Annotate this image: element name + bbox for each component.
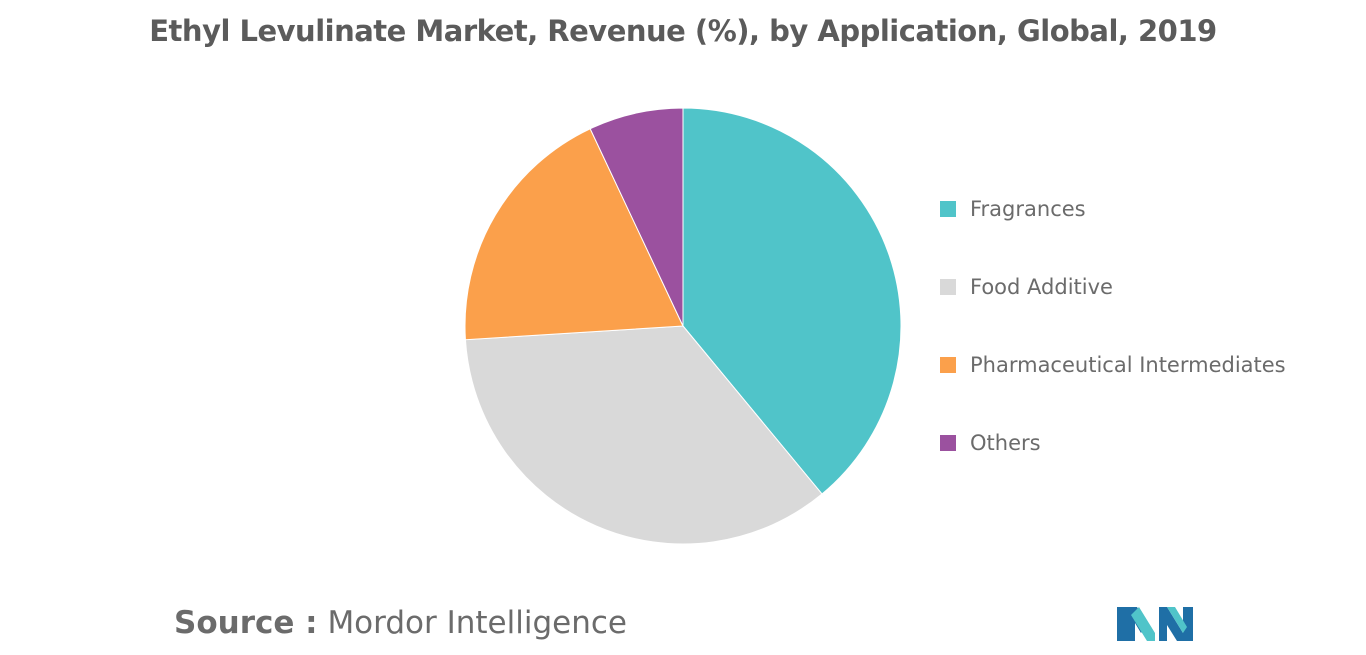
- legend-swatch: [940, 279, 956, 295]
- legend-label: Fragrances: [970, 197, 1086, 221]
- source-value: Mordor Intelligence: [327, 605, 627, 641]
- pie-slice-fragrances: [682, 107, 902, 495]
- mordor-intelligence-logo: [1117, 607, 1193, 641]
- legend-swatch: [940, 201, 956, 217]
- source-note: Source : Mordor Intelligence: [174, 605, 627, 641]
- legend-swatch: [940, 435, 956, 451]
- logo-right-shape: [1159, 607, 1193, 641]
- pie-slice-others: [589, 107, 684, 327]
- source-key: Source :: [174, 605, 318, 641]
- legend-item: Fragrances: [940, 190, 1286, 228]
- pie-slice-pharmaceutical-intermediates: [464, 128, 684, 341]
- legend-item: Food Additive: [940, 268, 1286, 306]
- chart-title: Ethyl Levulinate Market, Revenue (%), by…: [149, 14, 1217, 48]
- chart-legend: Fragrances Food Additive Pharmaceutical In…: [940, 190, 1286, 502]
- pie-chart: [464, 107, 902, 545]
- logo-accent-shape: [1167, 607, 1187, 633]
- pie-slice-food-additive: [464, 325, 823, 545]
- legend-label: Others: [970, 431, 1041, 455]
- legend-label: Pharmaceutical Intermediates: [970, 353, 1286, 377]
- legend-item: Others: [940, 424, 1286, 462]
- legend-item: Pharmaceutical Intermediates: [940, 346, 1286, 384]
- legend-label: Food Additive: [970, 275, 1113, 299]
- legend-swatch: [940, 357, 956, 373]
- logo-mid-shape: [1131, 607, 1155, 641]
